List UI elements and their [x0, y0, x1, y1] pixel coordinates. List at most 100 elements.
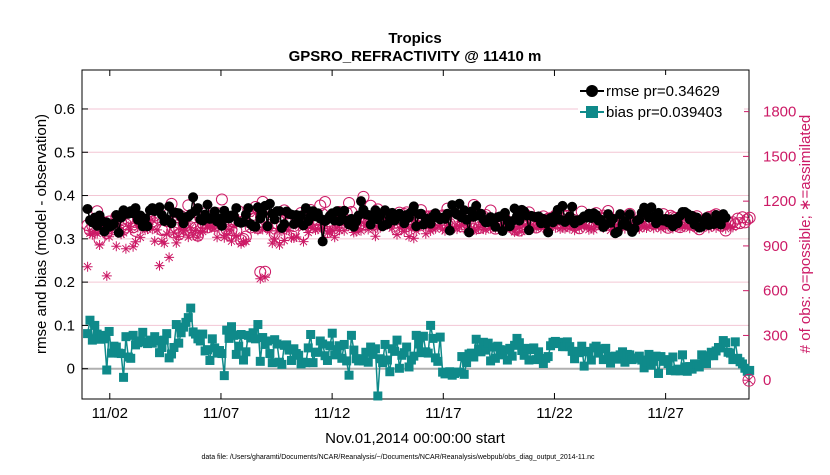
assimilated-obs-point — [725, 221, 736, 232]
bias-point — [678, 350, 688, 360]
series-layer — [81, 190, 756, 401]
rmse-point — [140, 213, 151, 224]
bias-point — [514, 338, 524, 348]
y-tick-label: 0.4 — [54, 188, 75, 205]
bias-point — [265, 349, 275, 359]
bias-point — [642, 357, 652, 367]
assimilated-obs-point — [406, 223, 417, 234]
assimilated-obs-point — [82, 261, 93, 272]
assimilated-obs-point — [224, 224, 235, 235]
rmse-point — [339, 205, 350, 216]
bias-point — [663, 359, 673, 369]
rmse-point — [332, 206, 343, 217]
y2-tick-label: 0 — [763, 372, 771, 389]
assimilated-obs-point — [576, 221, 587, 232]
bias-point — [195, 336, 205, 346]
bias-point — [119, 372, 129, 382]
rmse-point — [269, 214, 280, 225]
bias-point — [272, 339, 282, 349]
assimilated-obs-point — [221, 230, 232, 241]
bias-point — [428, 333, 438, 343]
bias-point — [167, 349, 177, 359]
assimilated-obs-point — [574, 223, 585, 234]
bias-point — [519, 350, 529, 360]
assimilated-obs-point — [392, 229, 402, 240]
bias-point — [183, 313, 193, 323]
rmse-point — [356, 196, 367, 207]
rmse-point — [257, 208, 268, 219]
assimilated-obs-point — [605, 225, 616, 236]
bias-point — [380, 339, 390, 349]
assimilated-obs-point — [298, 236, 309, 247]
bias-point — [416, 348, 426, 358]
bias-point — [253, 320, 263, 330]
bias-point — [147, 338, 157, 348]
legend-bias-marker — [586, 106, 598, 118]
assimilated-obs-point — [144, 216, 155, 227]
rmse-point — [490, 221, 501, 232]
bias-point — [524, 355, 534, 365]
assimilated-obs-point — [399, 226, 410, 237]
assimilated-obs-point — [480, 224, 491, 235]
assimilated-obs-point — [454, 221, 465, 232]
bias-point — [303, 343, 313, 353]
rmse-point — [624, 209, 635, 220]
assimilated-obs-point — [168, 227, 179, 238]
assimilated-obs-point — [437, 224, 448, 235]
bias-point — [219, 371, 229, 381]
x-tick-label: 11/22 — [536, 405, 572, 422]
bias-point — [344, 370, 354, 380]
bias-point — [426, 320, 436, 330]
assimilated-obs-point — [646, 219, 657, 230]
bias-point — [565, 342, 575, 352]
legend-box — [578, 75, 744, 123]
bias-point — [205, 355, 215, 365]
assimilated-obs-point — [581, 220, 592, 231]
rmse-point — [317, 236, 328, 247]
bias-point — [286, 355, 296, 365]
assimilated-obs-point — [152, 224, 163, 235]
assimilated-obs-point — [274, 239, 285, 250]
bias-point — [207, 334, 217, 344]
assimilated-obs-point — [178, 226, 189, 236]
possible-obs-point — [215, 193, 228, 206]
bias-point — [373, 391, 383, 401]
bias-point — [135, 336, 145, 346]
assimilated-obs-point — [660, 222, 671, 233]
bias-point — [378, 358, 388, 368]
bias-point — [277, 359, 287, 369]
bias-point — [586, 355, 596, 365]
assimilated-obs-point — [420, 228, 431, 239]
bias-point — [399, 348, 409, 358]
rmse-point — [296, 210, 307, 221]
legend-rmse-marker — [586, 85, 598, 97]
bias-point — [601, 343, 611, 353]
assimilated-obs-point — [171, 237, 182, 248]
rmse-point — [231, 203, 242, 214]
bias-point — [174, 338, 184, 348]
bias-point — [282, 340, 292, 350]
assimilated-obs-point — [195, 227, 206, 237]
assimilated-obs-point — [569, 225, 580, 236]
bias-point — [102, 365, 112, 375]
bias-point — [459, 369, 469, 379]
bias-point — [728, 355, 738, 365]
y-tick-label: 0.6 — [54, 101, 75, 118]
assimilated-obs-point — [89, 227, 100, 238]
assimilated-obs-point — [432, 220, 443, 231]
rmse-point — [612, 226, 623, 237]
assimilated-obs-point — [509, 226, 520, 237]
right-zero-star — [744, 375, 754, 385]
bias-point — [721, 338, 731, 348]
bias-point — [625, 350, 635, 360]
assimilated-obs-point — [476, 219, 486, 230]
assimilated-obs-point — [524, 219, 534, 230]
bias-point — [339, 339, 349, 349]
assimilated-obs-point — [159, 238, 170, 249]
assimilated-obs-point — [435, 220, 446, 231]
bias-point — [107, 348, 117, 358]
bias-point — [157, 342, 167, 352]
assimilated-obs-point — [308, 223, 319, 234]
legend: rmse pr=0.34629 bias pr=0.039403 — [578, 75, 744, 123]
bias-point — [250, 334, 260, 344]
